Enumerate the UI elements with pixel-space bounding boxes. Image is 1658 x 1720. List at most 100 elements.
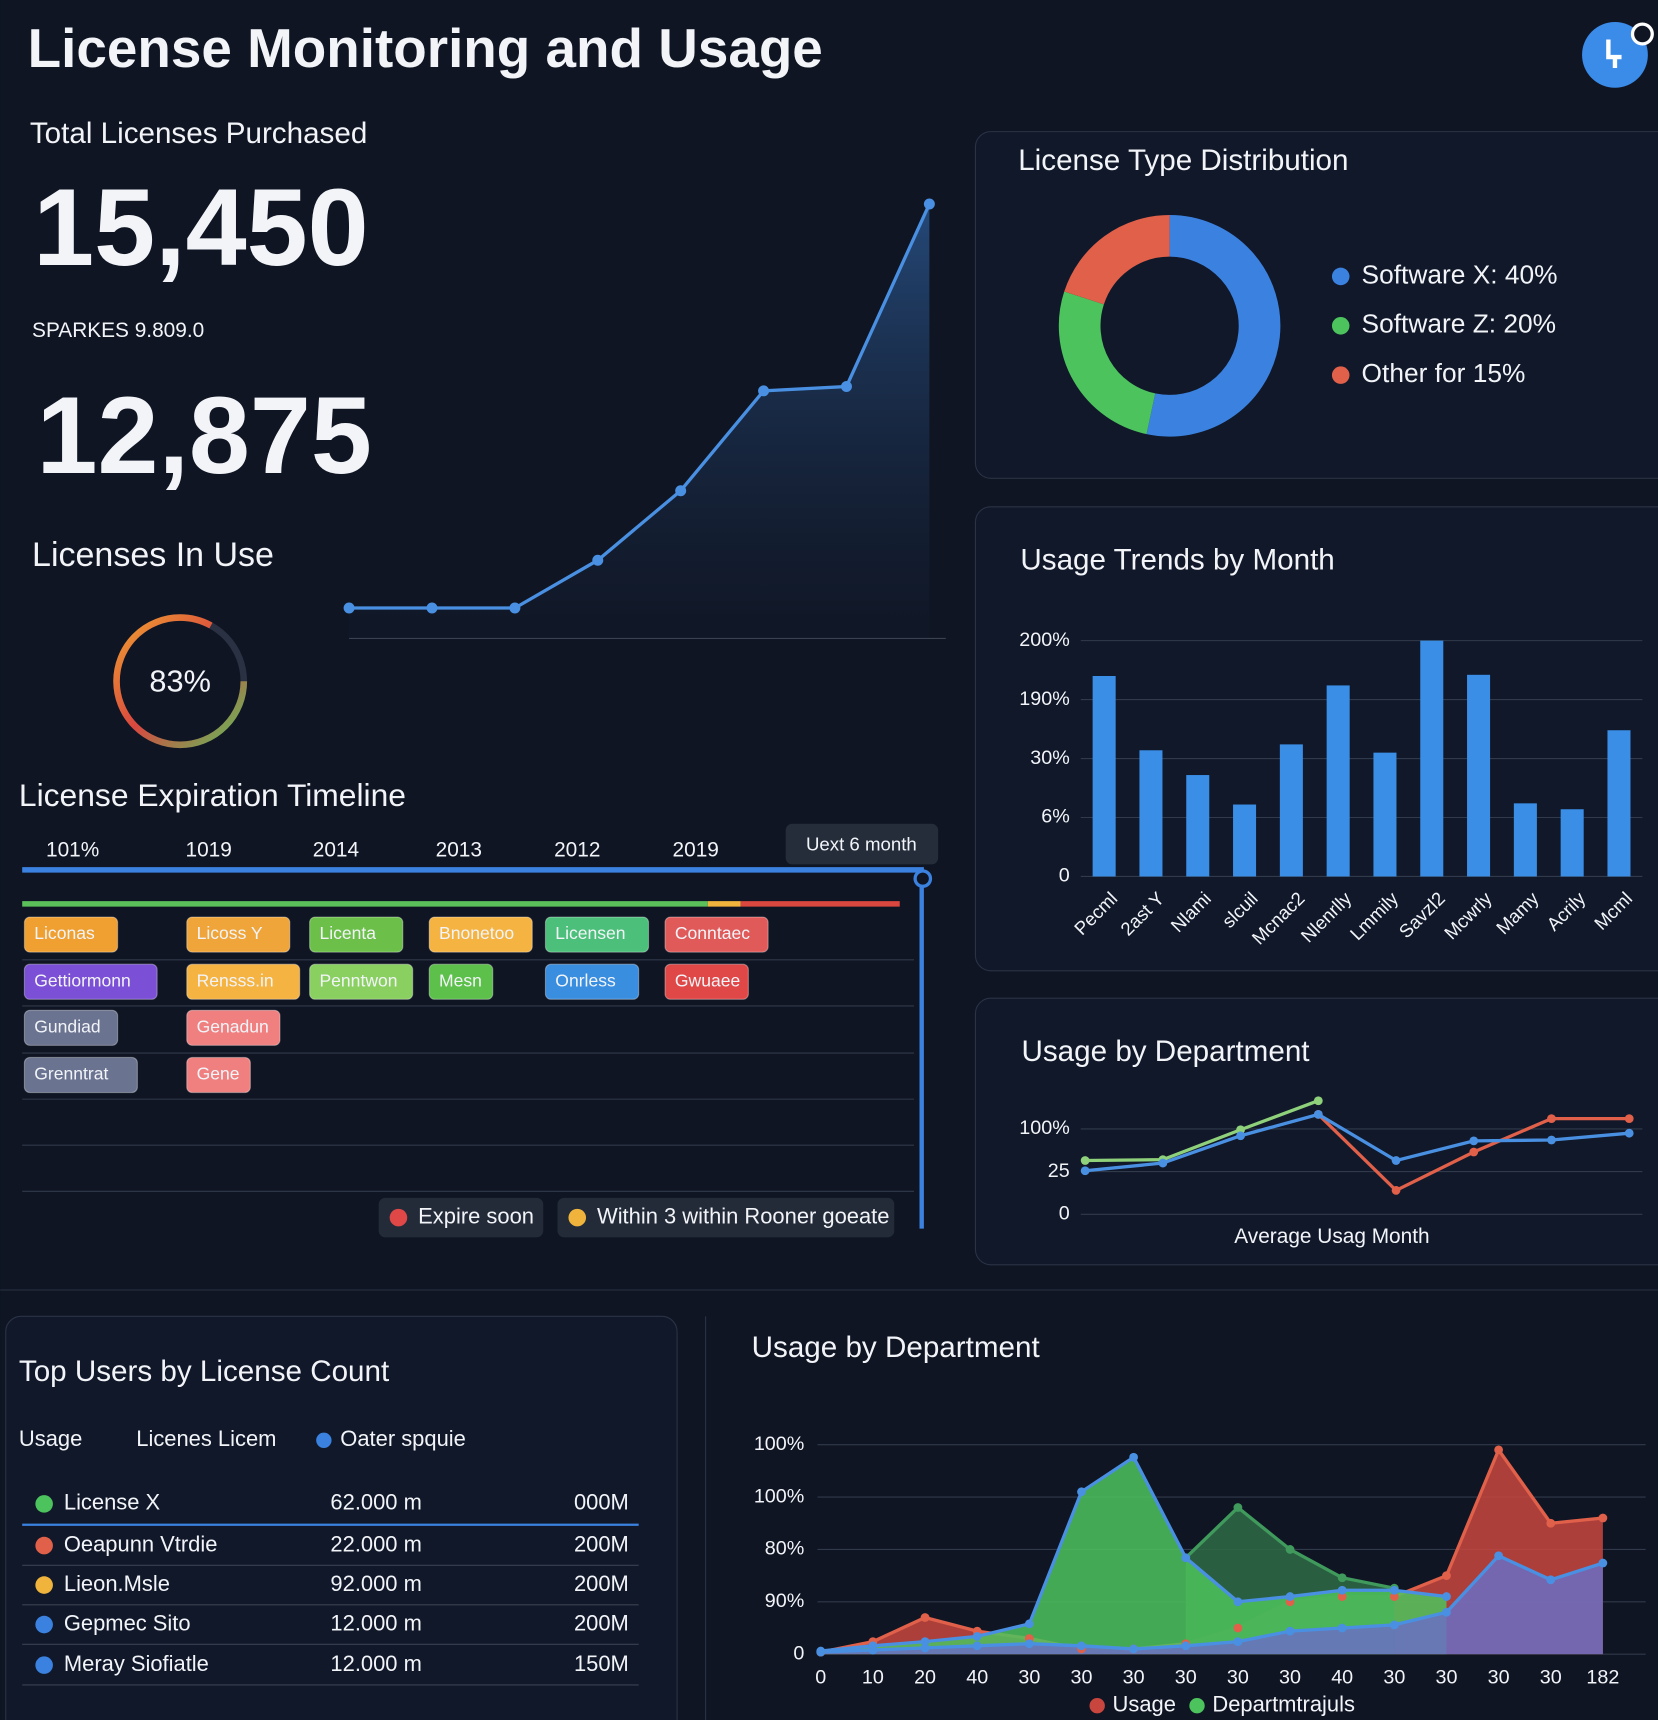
point [1337, 1592, 1347, 1601]
chip-label: Genadun [197, 1016, 269, 1036]
x-tick-label: 30 [1123, 1667, 1145, 1689]
table-header[interactable]: Licenes Licem [136, 1426, 276, 1451]
license-chip[interactable] [309, 916, 404, 953]
avatar-button[interactable] [1582, 21, 1654, 88]
row-dot [35, 1495, 53, 1513]
license-chip[interactable] [186, 1056, 251, 1094]
point [1181, 1553, 1191, 1563]
point [920, 1613, 930, 1622]
license-chip[interactable] [664, 963, 749, 1000]
bar [1139, 750, 1163, 877]
chip-label: Onrless [555, 970, 616, 990]
point [1077, 1487, 1086, 1497]
chip-label: Mesn [439, 970, 482, 990]
license-chip[interactable] [186, 963, 301, 1000]
table-cell: Oeapunn Vtrdie [64, 1531, 218, 1556]
table-cell: License X [64, 1490, 161, 1515]
point [592, 554, 604, 566]
license-chip[interactable] [23, 963, 158, 1000]
legend-label: Departmtrajuls [1212, 1692, 1355, 1717]
license-chip[interactable] [186, 1009, 281, 1046]
table-header[interactable]: Usage [19, 1426, 82, 1451]
timeline-year: 2019 [673, 839, 719, 862]
bar [1607, 730, 1631, 877]
point [1337, 1573, 1347, 1583]
point [1442, 1592, 1451, 1601]
row-dot [35, 1615, 53, 1634]
y-tick-label: 0 [1059, 1203, 1070, 1225]
point [1442, 1607, 1451, 1617]
table-cell: 22.000 m [330, 1531, 421, 1556]
y-tick-label: 100% [754, 1485, 804, 1507]
license-chip[interactable] [309, 963, 414, 1000]
area-fill [820, 1555, 1603, 1655]
timeline-year: 2014 [313, 839, 359, 862]
chip-label: Gettiormonn [34, 970, 131, 990]
x-tick-label: 30 [1175, 1667, 1197, 1689]
table-title: Top Users by License Count [19, 1355, 390, 1388]
panel [5, 1315, 678, 1720]
license-chip[interactable] [23, 1056, 138, 1094]
table-cell: Meray Siofiatle [64, 1651, 209, 1676]
point [920, 1637, 930, 1647]
point [1285, 1592, 1295, 1601]
legend-dot [568, 1208, 587, 1227]
bar [1373, 752, 1397, 877]
license-chip[interactable] [544, 916, 650, 953]
point [1024, 1639, 1034, 1649]
point [1080, 1166, 1090, 1176]
kpi-label: Licenses In Use [32, 536, 274, 574]
point [1391, 1156, 1401, 1165]
now-marker-head [913, 869, 933, 888]
license-chip[interactable] [544, 963, 640, 1000]
license-chip[interactable] [664, 916, 769, 953]
point [1469, 1136, 1479, 1146]
point [1337, 1585, 1347, 1595]
x-tick-label: 30 [1540, 1667, 1562, 1689]
y-tick-label: 0 [1059, 865, 1070, 887]
bar [1560, 809, 1584, 877]
point [1313, 1096, 1323, 1106]
license-chip[interactable] [23, 916, 119, 953]
y-tick-label: 30% [1030, 747, 1070, 769]
point [1624, 1128, 1634, 1138]
table-cell: 12.000 m [330, 1610, 421, 1635]
point [1233, 1597, 1243, 1607]
x-tick-label: 30 [1488, 1667, 1510, 1689]
point [343, 602, 355, 614]
point [1442, 1571, 1451, 1581]
point [1080, 1156, 1090, 1165]
area-line [349, 203, 931, 610]
point [1469, 1147, 1479, 1157]
y-tick-label: 90% [765, 1590, 804, 1612]
kpi-label: Total Licenses Purchased [30, 117, 367, 150]
license-chip[interactable] [428, 916, 533, 953]
line [1085, 1099, 1319, 1163]
point [758, 385, 770, 397]
badge-text: Uext 6 month [806, 834, 917, 855]
badge[interactable] [785, 823, 939, 865]
legend-pill [378, 1197, 544, 1238]
license-chip[interactable] [186, 916, 291, 953]
legend-label: Software Z: 20% [1362, 309, 1557, 339]
point [1129, 1452, 1139, 1462]
timeline-year: 1019 [186, 839, 232, 862]
bar [1233, 804, 1257, 877]
avatar-icon [1606, 39, 1622, 69]
legend-label: Expire soon [418, 1203, 534, 1228]
donut-slice [1058, 291, 1156, 435]
license-chip[interactable] [23, 1009, 119, 1046]
bar [1326, 685, 1350, 877]
legend-dot [389, 1208, 408, 1227]
table-cell: 92.000 m [330, 1571, 421, 1596]
point [1391, 1186, 1401, 1195]
point [1181, 1641, 1191, 1651]
table-cell: 150M [574, 1651, 629, 1676]
license-chip[interactable] [428, 963, 494, 1000]
table-cell: 200M [574, 1531, 629, 1556]
gauge-label: 83% [149, 664, 210, 699]
table-header[interactable]: Oater spquie [340, 1426, 466, 1451]
x-tick-label: 30 [1383, 1667, 1405, 1689]
x-tick-label: 30 [1279, 1667, 1301, 1689]
